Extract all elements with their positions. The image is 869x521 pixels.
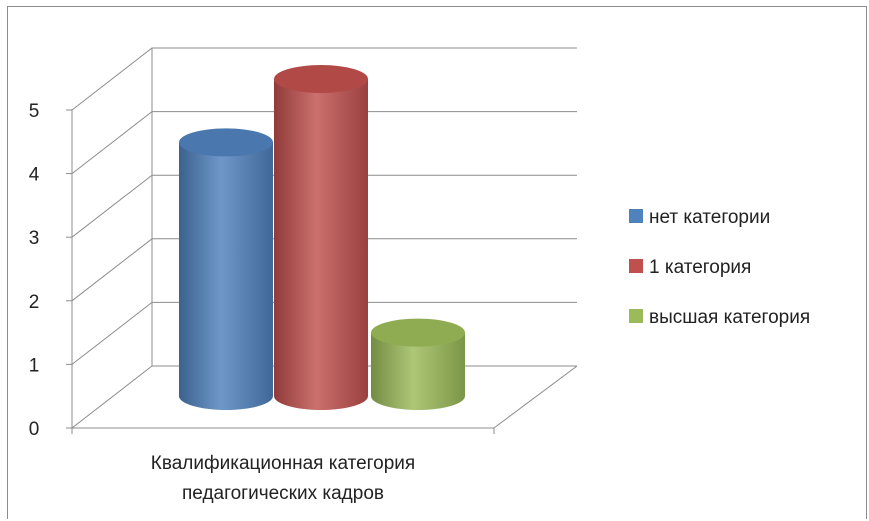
legend-label-1: нет категории xyxy=(649,207,770,228)
chart-frame xyxy=(7,6,867,519)
bar-top-2 xyxy=(274,65,368,93)
legend-label-2: 1 категория xyxy=(649,257,751,278)
bar-body-2 xyxy=(274,79,368,410)
legend-swatch-3 xyxy=(629,309,643,323)
y-tick-label-3: 3 xyxy=(29,228,40,249)
bar-1 xyxy=(179,128,273,410)
x-category-label-line-2: педагогических кадров xyxy=(182,483,384,504)
y-tick-label-0: 0 xyxy=(29,419,40,440)
gridline-1 xyxy=(71,301,577,365)
bar-top-3 xyxy=(371,318,465,347)
legend-swatch-2 xyxy=(629,259,643,273)
chart-axes xyxy=(66,109,578,434)
y-tick-labels: 0 1 2 3 4 5 xyxy=(29,101,40,440)
legend-swatch-1 xyxy=(629,209,643,223)
bar-body-3 xyxy=(371,332,465,410)
y-tick-label-4: 4 xyxy=(29,165,40,186)
gridline-5 xyxy=(71,47,577,111)
bar-2 xyxy=(274,65,368,410)
bar-body-1 xyxy=(179,142,273,410)
y-tick-label-2: 2 xyxy=(29,292,40,313)
gridline-3 xyxy=(71,174,577,238)
gridline-4 xyxy=(71,111,577,174)
y-tick-label-1: 1 xyxy=(29,355,40,376)
gridline-2 xyxy=(71,238,577,302)
bar-top-1 xyxy=(179,128,273,157)
gridlines xyxy=(71,47,577,429)
y-tick-label-5: 5 xyxy=(29,101,40,122)
bar-3 xyxy=(371,318,465,410)
legend: нет категории 1 категория высшая категория xyxy=(629,207,810,328)
legend-label-3: высшая категория xyxy=(649,307,810,328)
bars xyxy=(179,65,465,410)
x-category-label-line-1: Квалификационная категория xyxy=(151,453,415,474)
